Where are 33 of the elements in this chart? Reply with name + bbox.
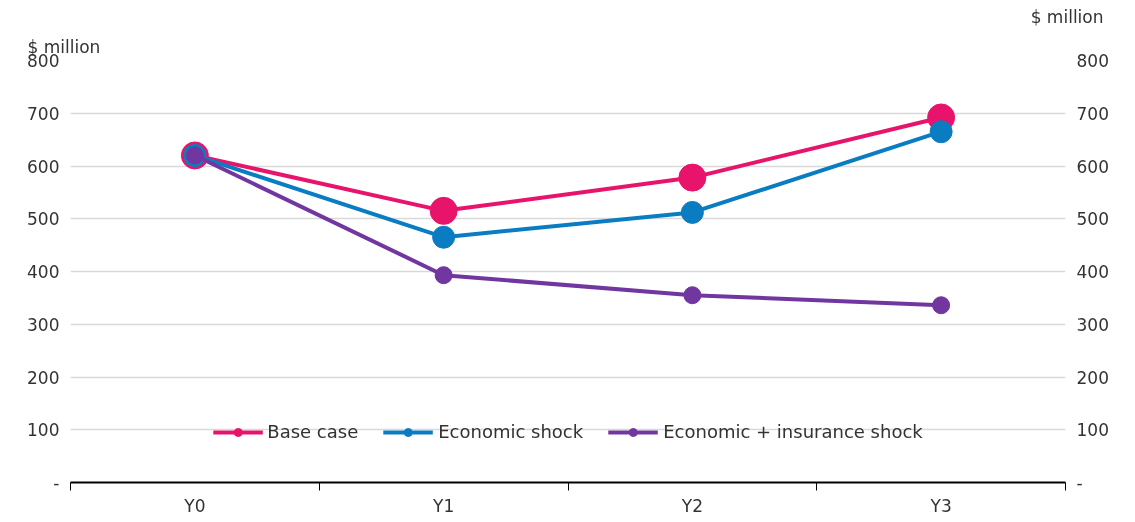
legend-label: Economic shock [438, 421, 584, 442]
point [434, 266, 453, 285]
y-tick-label: 100 [27, 420, 60, 441]
y-tick-label: 300 [27, 314, 60, 335]
y-tick-label: 500 [27, 209, 60, 230]
y-tick-label: 700 [27, 103, 60, 124]
x-tick-label: Y2 [680, 495, 703, 516]
x-tick-label: Y0 [183, 495, 206, 516]
y2-tick-label: 500 [1076, 209, 1109, 230]
point [929, 120, 953, 144]
y2-tick-label: 200 [1076, 367, 1109, 388]
legend-label: Base case [267, 421, 359, 442]
y-tick-label: 600 [27, 156, 60, 177]
point [680, 200, 704, 224]
y-tick-label: - [53, 473, 60, 493]
x-tick-label: Y3 [929, 495, 952, 516]
y2-axis-title: $ million [1030, 6, 1104, 27]
legend-label: Economic + insurance shock [663, 421, 923, 442]
y2-tick-label: 300 [1076, 314, 1109, 335]
point [932, 296, 951, 315]
y2-tick-label: - [1076, 473, 1083, 493]
point [678, 163, 707, 192]
y2-tick-label: 700 [1076, 103, 1109, 124]
point [429, 196, 458, 225]
point [432, 225, 456, 249]
y2-tick-label: 800 [1076, 51, 1109, 71]
y2-tick-label: 100 [1076, 420, 1109, 441]
x-tick-label: Y1 [432, 495, 455, 516]
y-tick-label: 400 [27, 262, 60, 282]
y2-tick-label: 400 [1076, 262, 1109, 282]
y2-tick-label: 600 [1076, 156, 1109, 177]
point [683, 286, 702, 305]
y-tick-label: 200 [27, 367, 60, 388]
